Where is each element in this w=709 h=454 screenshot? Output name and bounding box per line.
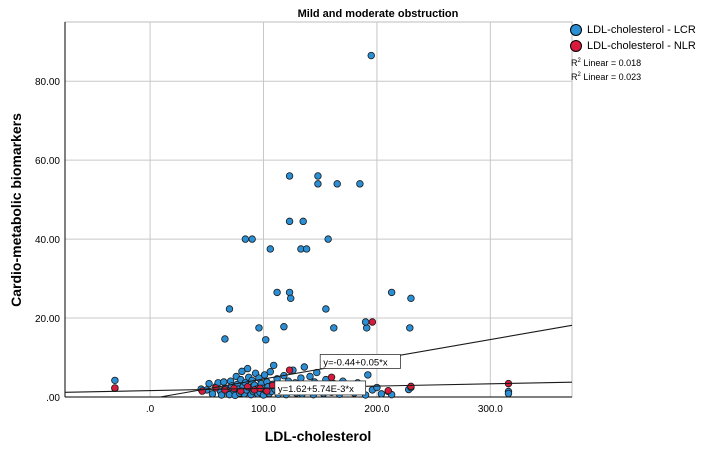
point-lcr (367, 51, 375, 60)
point-lcr (285, 288, 294, 297)
point-lcr (407, 294, 415, 303)
legend-item-nlr: LDL-cholesterol - NLR (570, 38, 696, 54)
point-lcr (363, 324, 371, 332)
point-lcr (243, 364, 252, 373)
point-lcr (248, 235, 256, 243)
point-nlr (237, 387, 245, 395)
fit-label-nlr: y=1.62+5.74E-3*x (278, 384, 354, 395)
point-nlr (407, 382, 415, 391)
point-lcr (364, 371, 372, 379)
legend-r2-lcr-text: Linear = 0.018 (583, 58, 642, 68)
point-lcr (314, 180, 322, 188)
x-axis-label: LDL-cholesterol (265, 428, 372, 444)
point-nlr (384, 386, 392, 395)
point-lcr (333, 180, 341, 188)
fit-annotations: y=-0.44+0.05*x y=1.62+5.74E-3*x (274, 354, 401, 396)
point-lcr (220, 378, 228, 386)
point-lcr (266, 368, 274, 376)
point-lcr (361, 318, 370, 326)
point-lcr (208, 390, 217, 398)
x-tick-label: 200.0 (364, 404, 389, 415)
point-lcr (255, 324, 263, 332)
chart-title: Mild and moderate obstruction (298, 8, 459, 20)
point-lcr (273, 288, 281, 297)
point-lcr (324, 235, 332, 243)
point-lcr (406, 324, 414, 332)
point-lcr (111, 376, 119, 385)
point-lcr (285, 217, 294, 226)
point-lcr (205, 379, 213, 388)
point-lcr (225, 305, 234, 313)
legend: LDL-cholesterol - LCR LDL-cholesterol - … (570, 22, 696, 82)
point-lcr (356, 180, 364, 188)
point-nlr (221, 386, 229, 394)
legend-nlr-label: LDL-cholesterol - NLR (587, 40, 696, 52)
point-lcr (262, 336, 270, 344)
legend-item-lcr: LDL-cholesterol - LCR (570, 22, 696, 38)
point-lcr (387, 288, 396, 297)
fit-label-lcr-box (319, 354, 401, 369)
point-lcr (300, 363, 309, 371)
point-nlr (111, 384, 119, 392)
point-lcr (287, 294, 295, 303)
point-nlr (285, 366, 294, 374)
axes: .0 100.0 200.0 300.0 .00 20.00 40.00 60.00 80.00 (35, 22, 572, 415)
point-lcr (297, 374, 305, 382)
legend-lcr-marker-icon (570, 24, 582, 36)
y-tick-label: 80.00 (35, 77, 60, 88)
point-lcr (302, 245, 311, 253)
legend-r2-nlr: R2 Linear = 0.023 (571, 72, 642, 82)
point-lcr (285, 172, 294, 180)
point-lcr (377, 390, 386, 398)
fit-label-nlr-box (274, 380, 367, 396)
y-tick-label: .00 (46, 393, 60, 404)
point-lcr (504, 389, 513, 398)
legend-nlr-marker-icon (570, 40, 582, 52)
y-tick-label: 40.00 (35, 235, 60, 246)
point-lcr (330, 324, 338, 332)
point-nlr (327, 373, 336, 381)
plot-frame (64, 21, 573, 398)
y-axis-label: Cardio-metabolic biomarkers (8, 113, 24, 307)
legend-lcr-label: LDL-cholesterol - LCR (587, 24, 696, 36)
point-nlr (368, 318, 377, 326)
point-lcr (221, 335, 229, 343)
point-lcr (266, 245, 274, 253)
point-lcr (322, 305, 330, 313)
y-tick-label: 20.00 (35, 314, 60, 325)
point-lcr (260, 371, 269, 379)
point-lcr (314, 172, 322, 180)
legend-r2-lcr: R2 Linear = 0.018 (571, 58, 642, 68)
y-tick-label: 60.00 (35, 156, 60, 167)
x-tick-label: 100.0 (251, 404, 276, 415)
point-nlr (230, 384, 238, 393)
point-lcr (306, 372, 314, 381)
point-lcr (269, 361, 278, 370)
x-tick-label: .0 (146, 404, 155, 415)
fit-label-lcr: y=-0.44+0.05*x (323, 357, 388, 368)
point-lcr (373, 383, 381, 392)
point-lcr (280, 323, 288, 331)
point-lcr (299, 217, 307, 226)
legend-r2-nlr-text: Linear = 0.023 (583, 72, 642, 82)
grid-lines (64, 21, 573, 398)
x-tick-label: 300.0 (478, 404, 503, 415)
point-lcr (241, 235, 250, 243)
